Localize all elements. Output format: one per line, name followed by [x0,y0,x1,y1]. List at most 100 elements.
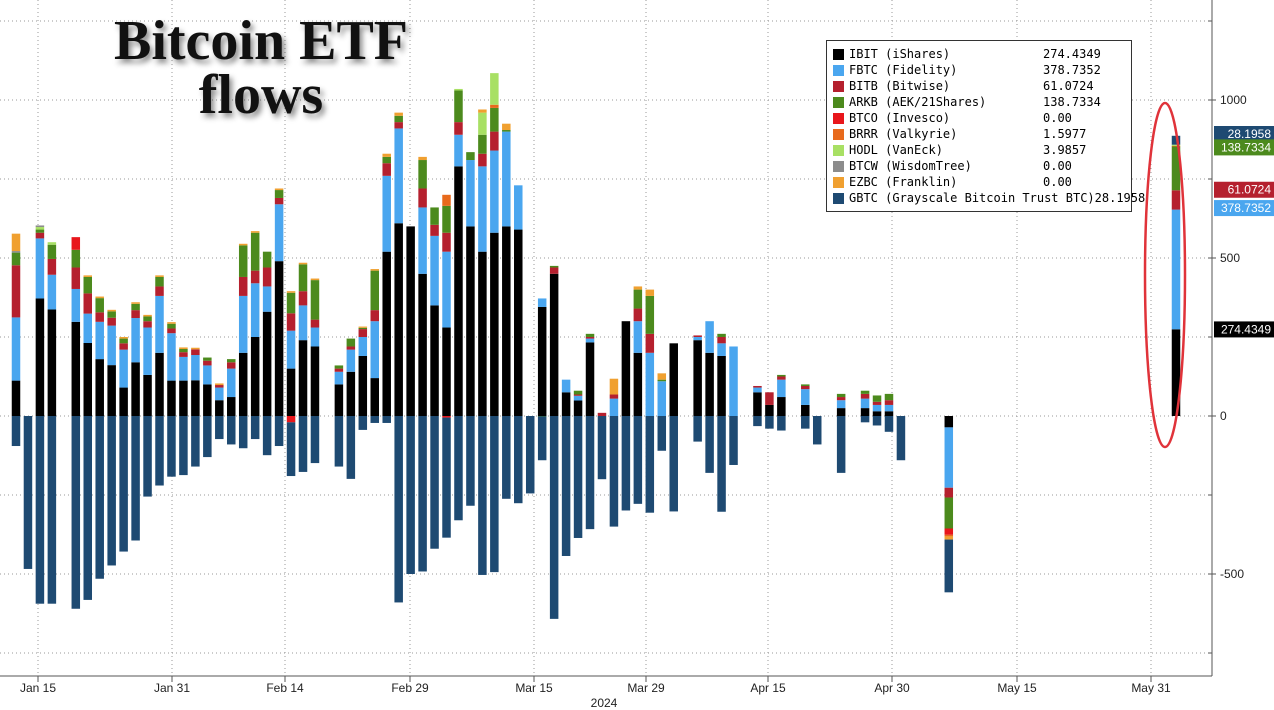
bar-segment-gbtc [262,416,272,456]
bar-segment-fbtc [358,337,368,356]
legend-value: 0.00 [1043,175,1072,189]
bar-segment-gbtc [693,416,702,442]
bar-segment-arkb [35,229,45,233]
bar-segment-arkb [490,107,499,132]
bar-segment-bitb [227,362,236,369]
bar-segment-ezbc [238,243,248,246]
bar-segment-gbtc [418,416,427,572]
legend-name: BITB (Bitwise) [849,79,951,93]
bar-segment-arkb [11,252,21,266]
bar-segment-fbtc [561,379,571,393]
year-label: 2024 [591,696,618,710]
latest-label-fbtc: 378.7352 [1214,200,1274,217]
bar-segment-fbtc [836,400,846,409]
bar-segment-ibit [944,416,954,428]
bar-segment-gbtc [466,416,475,506]
bar-segment-arkb [430,207,439,225]
bar-segment-bitb [549,267,559,274]
bar-segment-bitb [693,335,702,337]
latest-label-text: 378.7352 [1221,201,1271,215]
legend-name: HODL (VanEck) [849,143,943,157]
bar-segment-ibit [143,374,152,416]
bar-segment-gbtc [884,416,894,432]
bar-segment-gbtc [83,416,93,600]
bar-segment-arkb [884,393,894,401]
bar-segment-gbtc [442,417,451,538]
bar-segment-fbtc [585,338,595,343]
bar-segment-ibit [430,305,439,416]
bar-segment-fbtc [11,317,21,381]
bar-segment-arkb [310,280,320,320]
bar-segment-arkb [274,190,284,198]
bar-segment-ibit [549,273,559,416]
chart-title: Bitcoin ETF flows [76,13,446,126]
bar-segment-bitb [801,385,810,390]
bar-segment-ibit [346,371,356,416]
bar-segment-fbtc [179,356,188,381]
bar-segment-ibit [334,384,344,416]
bar-segment-ezbc [944,536,954,540]
x-tick-label: May 15 [997,681,1037,695]
bar-segment-fbtc [286,330,296,369]
bar-segment-fbtc [884,404,894,412]
legend-item: HODL (VanEck) 3.9857 [833,142,1125,158]
bar-segment-brrr [1171,145,1181,147]
legend-value: 61.0724 [1043,79,1094,93]
bar-segment-bitb [633,308,643,322]
bar-segment-bitb [119,343,128,350]
bar-segment-ibit [155,352,164,416]
bar-segment-bitb [573,394,583,396]
bar-segment-fbtc [944,427,954,488]
bar-segment-arkb [227,359,236,363]
bar-segment-ibit [442,327,451,416]
legend-value: 0.00 [1043,111,1072,125]
bar-segment-fbtc [83,313,93,344]
legend-item: EZBC (Franklin) 0.00 [833,174,1125,190]
bar-segment-ibit [250,337,260,416]
bar-segment-hodl [1171,144,1181,146]
bar-segment-ibit [71,321,81,416]
bar-segment-gbtc [621,416,631,511]
legend-item: ARKB (AEK/21Shares) 138.7334 [833,94,1125,110]
title-line-2: flows [198,64,324,126]
bar-segment-arkb [454,90,463,123]
bar-segment-gbtc [585,416,595,530]
bar-segment-ezbc [107,309,116,312]
bar-segment-gbtc [573,416,583,538]
bar-segment-gbtc [525,416,535,494]
bar-segment-ibit [406,226,415,416]
bar-segment-arkb [250,232,260,271]
chart-legend: IBIT (iShares) 274.4349 FBTC (Fidelity) 378… [826,40,1145,212]
bar-segment-bitb [179,352,188,357]
latest-label-ibit: 274.4349 [1214,321,1274,338]
bar-segment-ibit [765,404,774,416]
bar-segment-ibit [274,261,284,416]
bar-segment-bitb [394,122,403,129]
bar-segment-bitb [35,232,45,239]
bar-segment-bitb [490,131,499,151]
bar-segment-gbtc [95,416,104,579]
bar-segment-ezbc [119,337,128,339]
bar-segment-arkb [394,115,403,123]
bar-segment-fbtc [1171,209,1181,330]
bar-segment-fbtc [418,207,427,274]
bar-segment-gbtc [502,416,511,499]
latest-label-bitb: 61.0724 [1214,181,1274,198]
legend-name: GBTC (Grayscale Bitcoin Trust BTC) [849,191,1095,205]
bar-segment-gbtc [729,416,738,465]
bar-segment-fbtc [107,325,116,366]
bar-segment-bitb [191,349,200,356]
bar-segment-ibit [872,411,882,416]
bar-segment-ibit [777,397,786,416]
bar-segment-arkb [71,249,81,268]
bar-segment-fbtc [490,150,499,233]
legend-name: BTCW (WisdomTree) [849,159,972,173]
bar-segment-fbtc [370,321,380,379]
legend-value: 1.5977 [1043,127,1087,141]
bar-segment-gbtc [896,416,906,461]
bar-segment-fbtc [191,355,200,381]
bar-segment-arkb [573,390,583,395]
bar-segment-gbtc [274,416,284,447]
bar-segment-fbtc [872,404,882,412]
bar-segment-ibit [227,397,236,416]
